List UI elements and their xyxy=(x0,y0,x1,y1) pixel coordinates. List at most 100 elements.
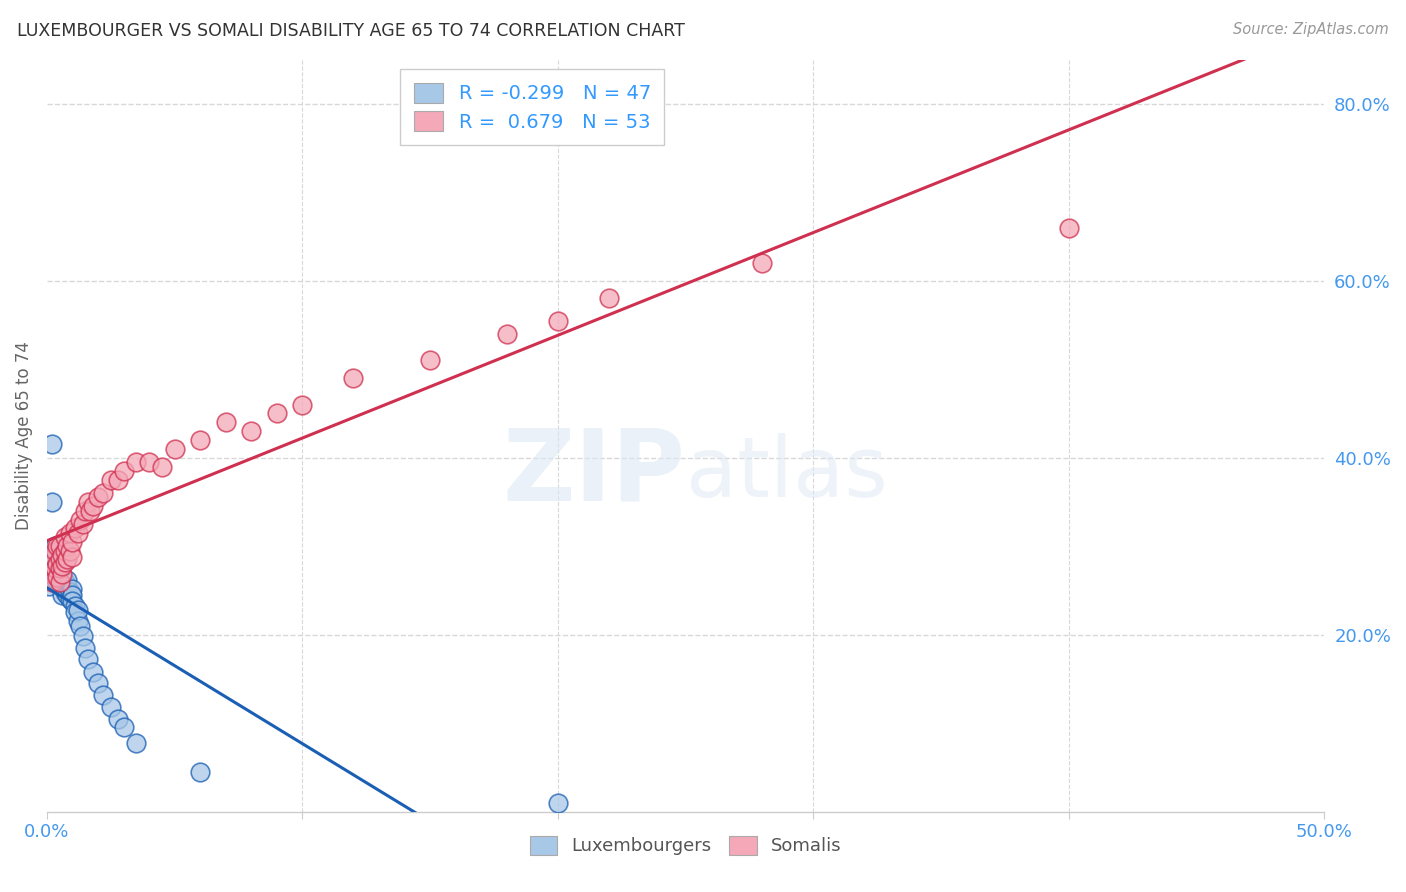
Point xyxy=(100,700,122,714)
Point xyxy=(44,539,66,553)
Point xyxy=(59,585,82,599)
Point xyxy=(51,558,73,573)
Point xyxy=(69,513,91,527)
Point xyxy=(215,415,238,429)
Point xyxy=(59,525,82,540)
Point xyxy=(53,530,76,544)
Point xyxy=(51,548,73,562)
Point xyxy=(51,579,73,593)
Point xyxy=(91,688,114,702)
Point xyxy=(291,398,314,412)
Point xyxy=(53,582,76,596)
Point xyxy=(150,459,173,474)
Point xyxy=(138,455,160,469)
Point xyxy=(46,543,69,558)
Point xyxy=(48,574,70,589)
Point xyxy=(87,491,110,505)
Point xyxy=(240,424,263,438)
Point xyxy=(66,525,89,540)
Point xyxy=(56,552,79,566)
Legend: R = -0.299   N = 47, R =  0.679   N = 53: R = -0.299 N = 47, R = 0.679 N = 53 xyxy=(401,70,665,145)
Point xyxy=(62,588,84,602)
Point xyxy=(46,557,69,571)
Point xyxy=(53,585,76,599)
Point xyxy=(41,437,63,451)
Point xyxy=(751,256,773,270)
Point xyxy=(48,579,70,593)
Text: Source: ZipAtlas.com: Source: ZipAtlas.com xyxy=(1233,22,1389,37)
Point xyxy=(82,665,104,679)
Point xyxy=(48,552,70,566)
Point xyxy=(46,566,69,580)
Point xyxy=(100,473,122,487)
Point xyxy=(72,629,94,643)
Point xyxy=(188,764,211,779)
Point xyxy=(107,712,129,726)
Point xyxy=(75,640,97,655)
Point xyxy=(75,504,97,518)
Text: ZIP: ZIP xyxy=(503,425,686,522)
Point xyxy=(63,606,86,620)
Point xyxy=(44,552,66,566)
Point xyxy=(46,574,69,589)
Point xyxy=(38,579,60,593)
Point xyxy=(342,371,364,385)
Point xyxy=(41,574,63,589)
Point xyxy=(62,582,84,596)
Point xyxy=(125,455,148,469)
Point xyxy=(51,570,73,584)
Point xyxy=(51,576,73,591)
Text: atlas: atlas xyxy=(686,433,887,514)
Point xyxy=(79,504,101,518)
Point xyxy=(51,588,73,602)
Point xyxy=(41,495,63,509)
Point xyxy=(62,534,84,549)
Point xyxy=(48,561,70,575)
Point xyxy=(56,579,79,593)
Point xyxy=(125,735,148,749)
Y-axis label: Disability Age 65 to 74: Disability Age 65 to 74 xyxy=(15,341,32,530)
Point xyxy=(66,615,89,629)
Point xyxy=(62,594,84,608)
Point xyxy=(112,721,135,735)
Point xyxy=(51,567,73,582)
Point xyxy=(46,539,69,553)
Point xyxy=(82,500,104,514)
Point xyxy=(72,516,94,531)
Point xyxy=(87,676,110,690)
Text: LUXEMBOURGER VS SOMALI DISABILITY AGE 65 TO 74 CORRELATION CHART: LUXEMBOURGER VS SOMALI DISABILITY AGE 65… xyxy=(17,22,685,40)
Point xyxy=(59,592,82,607)
Point xyxy=(547,796,569,810)
Point xyxy=(62,549,84,564)
Point xyxy=(66,603,89,617)
Point xyxy=(48,561,70,575)
Point xyxy=(53,543,76,558)
Point xyxy=(188,433,211,447)
Point xyxy=(63,599,86,614)
Point xyxy=(48,570,70,584)
Point xyxy=(91,486,114,500)
Point xyxy=(112,464,135,478)
Point xyxy=(48,552,70,566)
Point xyxy=(598,292,620,306)
Point xyxy=(46,570,69,584)
Point xyxy=(1057,220,1080,235)
Point xyxy=(48,539,70,553)
Point xyxy=(495,326,517,341)
Point xyxy=(76,495,98,509)
Point xyxy=(547,313,569,327)
Point xyxy=(107,473,129,487)
Point xyxy=(48,574,70,589)
Point xyxy=(53,555,76,569)
Point xyxy=(41,552,63,566)
Point xyxy=(163,442,186,456)
Point xyxy=(419,353,441,368)
Point xyxy=(56,573,79,587)
Point xyxy=(266,407,288,421)
Point xyxy=(69,619,91,633)
Point xyxy=(59,543,82,558)
Point xyxy=(38,566,60,580)
Point xyxy=(63,521,86,535)
Point xyxy=(53,574,76,589)
Point xyxy=(44,561,66,575)
